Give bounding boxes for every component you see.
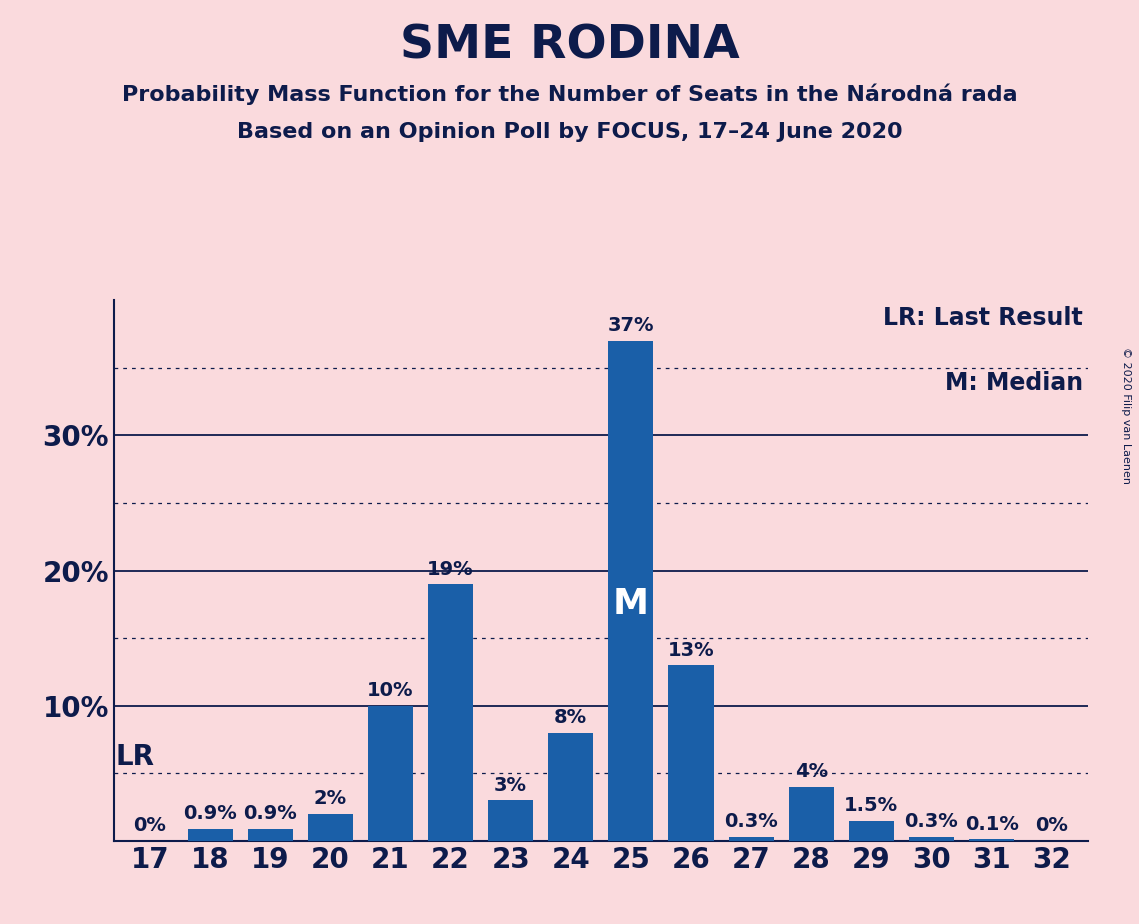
Text: Probability Mass Function for the Number of Seats in the Národná rada: Probability Mass Function for the Number… bbox=[122, 83, 1017, 104]
Bar bbox=[969, 840, 1014, 841]
Bar bbox=[909, 837, 954, 841]
Bar bbox=[729, 837, 773, 841]
Text: M: M bbox=[613, 588, 649, 621]
Text: 10%: 10% bbox=[367, 681, 413, 700]
Text: 0.3%: 0.3% bbox=[724, 812, 778, 832]
Text: 0%: 0% bbox=[133, 817, 166, 835]
Text: 0.3%: 0.3% bbox=[904, 812, 958, 832]
Bar bbox=[548, 733, 593, 841]
Bar bbox=[788, 787, 834, 841]
Text: 3%: 3% bbox=[494, 776, 527, 795]
Text: Based on an Opinion Poll by FOCUS, 17–24 June 2020: Based on an Opinion Poll by FOCUS, 17–24… bbox=[237, 122, 902, 142]
Bar bbox=[368, 706, 413, 841]
Text: 37%: 37% bbox=[607, 316, 654, 335]
Text: 13%: 13% bbox=[667, 640, 714, 660]
Text: 1.5%: 1.5% bbox=[844, 796, 899, 815]
Text: 4%: 4% bbox=[795, 762, 828, 782]
Text: 0.1%: 0.1% bbox=[965, 815, 1018, 834]
Text: 2%: 2% bbox=[313, 789, 347, 808]
Bar bbox=[608, 341, 654, 841]
Text: LR: Last Result: LR: Last Result bbox=[883, 306, 1083, 330]
Text: © 2020 Filip van Laenen: © 2020 Filip van Laenen bbox=[1121, 347, 1131, 484]
Bar bbox=[849, 821, 894, 841]
Bar bbox=[489, 800, 533, 841]
Text: 0%: 0% bbox=[1035, 817, 1068, 835]
Text: 19%: 19% bbox=[427, 560, 474, 578]
Bar bbox=[247, 829, 293, 841]
Bar bbox=[308, 814, 353, 841]
Bar bbox=[428, 584, 473, 841]
Text: SME RODINA: SME RODINA bbox=[400, 23, 739, 68]
Text: LR: LR bbox=[115, 743, 154, 772]
Text: 8%: 8% bbox=[555, 709, 588, 727]
Text: 0.9%: 0.9% bbox=[183, 804, 237, 823]
Text: M: Median: M: Median bbox=[944, 371, 1083, 395]
Bar bbox=[188, 829, 232, 841]
Text: 0.9%: 0.9% bbox=[244, 804, 297, 823]
Bar bbox=[669, 665, 713, 841]
